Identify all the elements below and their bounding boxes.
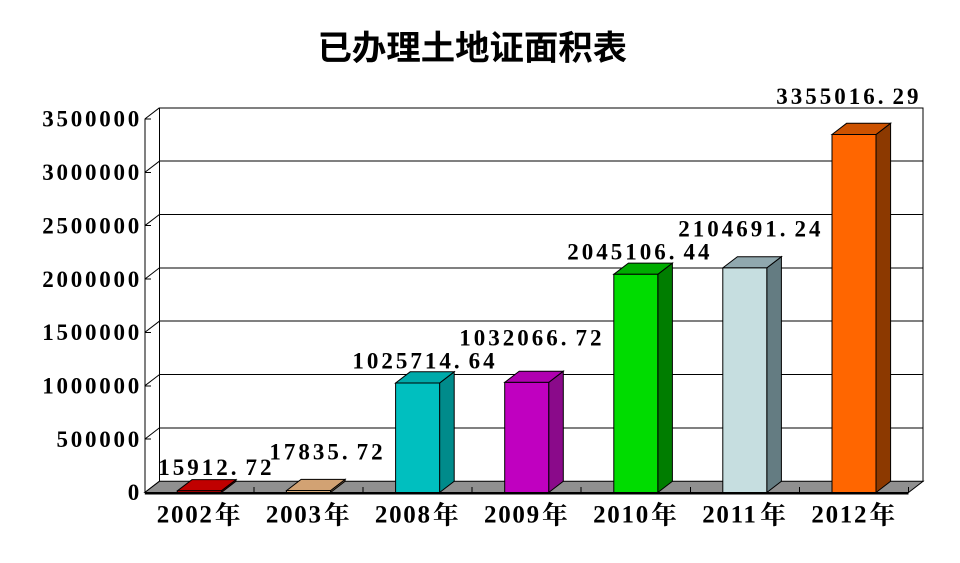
svg-text:2000000: 2000000 (42, 267, 142, 292)
svg-text:2104691.24: 2104691. 24 (678, 216, 823, 241)
svg-text:17835.72: 17835. 72 (269, 440, 385, 465)
svg-text:500000: 500000 (57, 427, 143, 452)
svg-text:2009: 2009 (484, 502, 541, 529)
svg-text:2045106.44: 2045106. 44 (567, 239, 712, 264)
svg-text:15912.72: 15912. 72 (158, 455, 274, 480)
svg-text:1025714.64: 1025714. 64 (352, 348, 497, 373)
svg-text:2002: 2002 (157, 502, 214, 529)
svg-text:2008: 2008 (375, 502, 432, 529)
svg-text:2011: 2011 (702, 502, 757, 529)
svg-text:1032066.72: 1032066. 72 (459, 325, 604, 350)
svg-text:2012: 2012 (811, 502, 868, 529)
svg-text:2010: 2010 (593, 502, 650, 529)
svg-text:2003: 2003 (266, 502, 323, 529)
svg-text:1500000: 1500000 (42, 320, 142, 345)
svg-text:2500000: 2500000 (42, 213, 142, 238)
svg-text:1000000: 1000000 (42, 374, 142, 399)
svg-text:3500000: 3500000 (42, 107, 142, 132)
svg-text:3000000: 3000000 (42, 160, 142, 185)
svg-text:0: 0 (128, 480, 142, 505)
svg-text:3355016.29: 3355016. 29 (776, 84, 921, 109)
